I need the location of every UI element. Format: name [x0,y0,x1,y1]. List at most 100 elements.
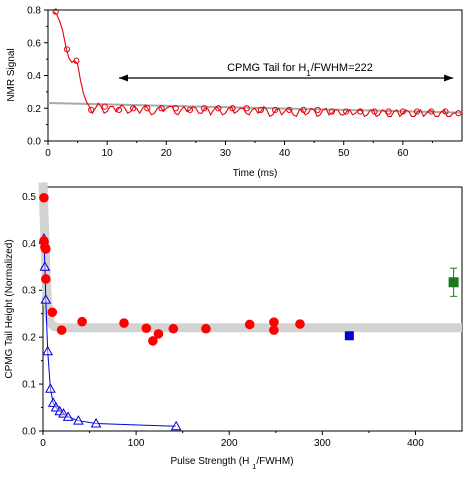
triangle-point [40,294,52,304]
top-echo-marker [229,105,236,112]
top-echo-marker [101,103,108,110]
top-x-tick-label: 50 [338,148,350,159]
red-circle-point [244,319,255,330]
top-echo-marker [73,57,80,64]
top-panel: 0 10 20 30 40 50 60 0.0 0.2 0.4 0.6 0.8 CPMG Tail f… [6,6,463,179]
red-circle-point [47,307,58,318]
bottom-y-tick-label: 0.3 [22,286,36,297]
bottom-axis-ticks: 0 100 200 300 400 0.0 0.1 0.2 0.3 0.4 0.5 [22,192,424,449]
x-label-suffix: /FWHM) [256,456,293,467]
bottom-points-group [38,192,459,431]
bottom-x-tick-label: 200 [221,438,238,449]
annotation-suffix: /FWHM=222 [311,62,373,74]
red-circle-point [119,318,129,328]
green-square-point [448,277,459,288]
top-echo-marker [215,105,222,112]
triangle-series-line [43,238,177,427]
red-circle-point [269,325,279,335]
top-y-axis-label: NMR Signal [6,48,17,101]
red-circle-point [77,316,87,327]
red-circle-point [39,192,49,203]
triangle-point [42,345,54,356]
bottom-y-tick-label: 0.2 [22,333,36,344]
top-y-tick-label: 0.2 [27,104,41,115]
triangle-point [39,261,51,271]
top-echo-marker [385,108,392,115]
top-echo-marker [186,106,194,113]
red-circle-point [40,244,51,254]
top-echo-marker [172,105,179,112]
bottom-x-tick-label: 0 [40,438,46,449]
top-x-tick-label: 60 [397,148,409,159]
red-circle-point [201,323,211,334]
triangle-point [90,417,102,428]
red-circle-point [40,274,51,284]
gray-fit-curve [38,182,462,333]
top-y-tick-label: 0.8 [27,6,41,17]
red-circle-point [56,325,67,335]
top-x-tick-label: 0 [45,148,51,159]
triangle-point [170,420,182,431]
top-echo-marker [442,108,449,115]
red-circle-point [269,317,279,327]
top-echo-marker [328,108,335,115]
top-echo-marker [371,108,378,115]
cpmg-tail-annotation: CPMG Tail for H1/FWHM=222 [227,62,373,78]
red-circle-point [168,323,179,334]
top-echo-marker [399,108,406,115]
top-echo-marker [272,106,279,113]
top-echo-marker [243,105,250,112]
top-echo-marker [357,108,364,115]
top-echo-marker [130,105,137,112]
top-markers-group [52,8,462,117]
bottom-y-tick-label: 0.1 [22,380,36,391]
bottom-x-axis-label: Pulse Strength (H 1/FWHM) [170,456,293,471]
bottom-y-tick-label: 0.4 [22,239,36,250]
top-echo-marker [115,106,123,113]
bottom-x-tick-label: 400 [407,438,424,449]
triangle-point [45,383,56,393]
bottom-y-tick-label: 0.0 [22,427,36,438]
bottom-x-tick-label: 100 [128,438,145,449]
top-echo-marker [257,106,265,113]
top-echo-marker [144,105,151,112]
top-echo-marker [201,105,208,112]
bottom-panel: 0 100 200 300 400 0.0 0.1 0.2 0.3 0.4 0.5 Pulse St… [4,182,463,471]
top-signal-group [53,11,457,118]
top-axis-ticks: 0 10 20 30 40 50 60 0.0 0.2 0.4 0.6 0.8 [27,6,433,159]
top-y-tick-label: 0.6 [27,38,41,49]
top-x-tick-label: 30 [220,148,232,159]
blue-square-point [344,331,354,341]
bottom-x-tick-label: 300 [314,438,331,449]
top-echo-marker [286,106,293,113]
top-echo-marker [455,110,462,117]
top-plot-frame [47,9,463,142]
top-signal-line [53,11,457,118]
triangle-series-line-group [43,238,177,427]
bottom-plot-frame [42,186,463,432]
triangle-point [58,408,69,418]
top-echo-marker [300,106,307,113]
top-x-axis-label: Time (ms) [233,168,278,179]
x-label-subscript: 1 [252,462,256,471]
top-echo-marker [52,8,59,15]
red-circle-point [295,319,305,329]
cpmg-tail-arrow [118,74,454,82]
arrow-head-right [444,74,454,82]
top-x-tick-label: 20 [161,148,173,159]
red-circle-point [148,336,158,346]
top-y-tick-label: 0.4 [27,71,41,82]
annotation-prefix: CPMG Tail for H [227,62,306,74]
top-echo-marker [314,106,321,113]
arrow-head-left [118,74,128,82]
gray-fit-curve-group [38,182,462,333]
top-y-tick-label: 0.0 [27,137,41,148]
top-echo-marker [342,108,350,115]
top-echo-marker [63,46,71,53]
annotation-subscript: 1 [306,69,311,78]
top-x-tick-label: 10 [102,148,114,159]
red-circle-point [153,329,164,339]
triangle-point [73,415,84,425]
top-echo-marker [158,105,165,112]
